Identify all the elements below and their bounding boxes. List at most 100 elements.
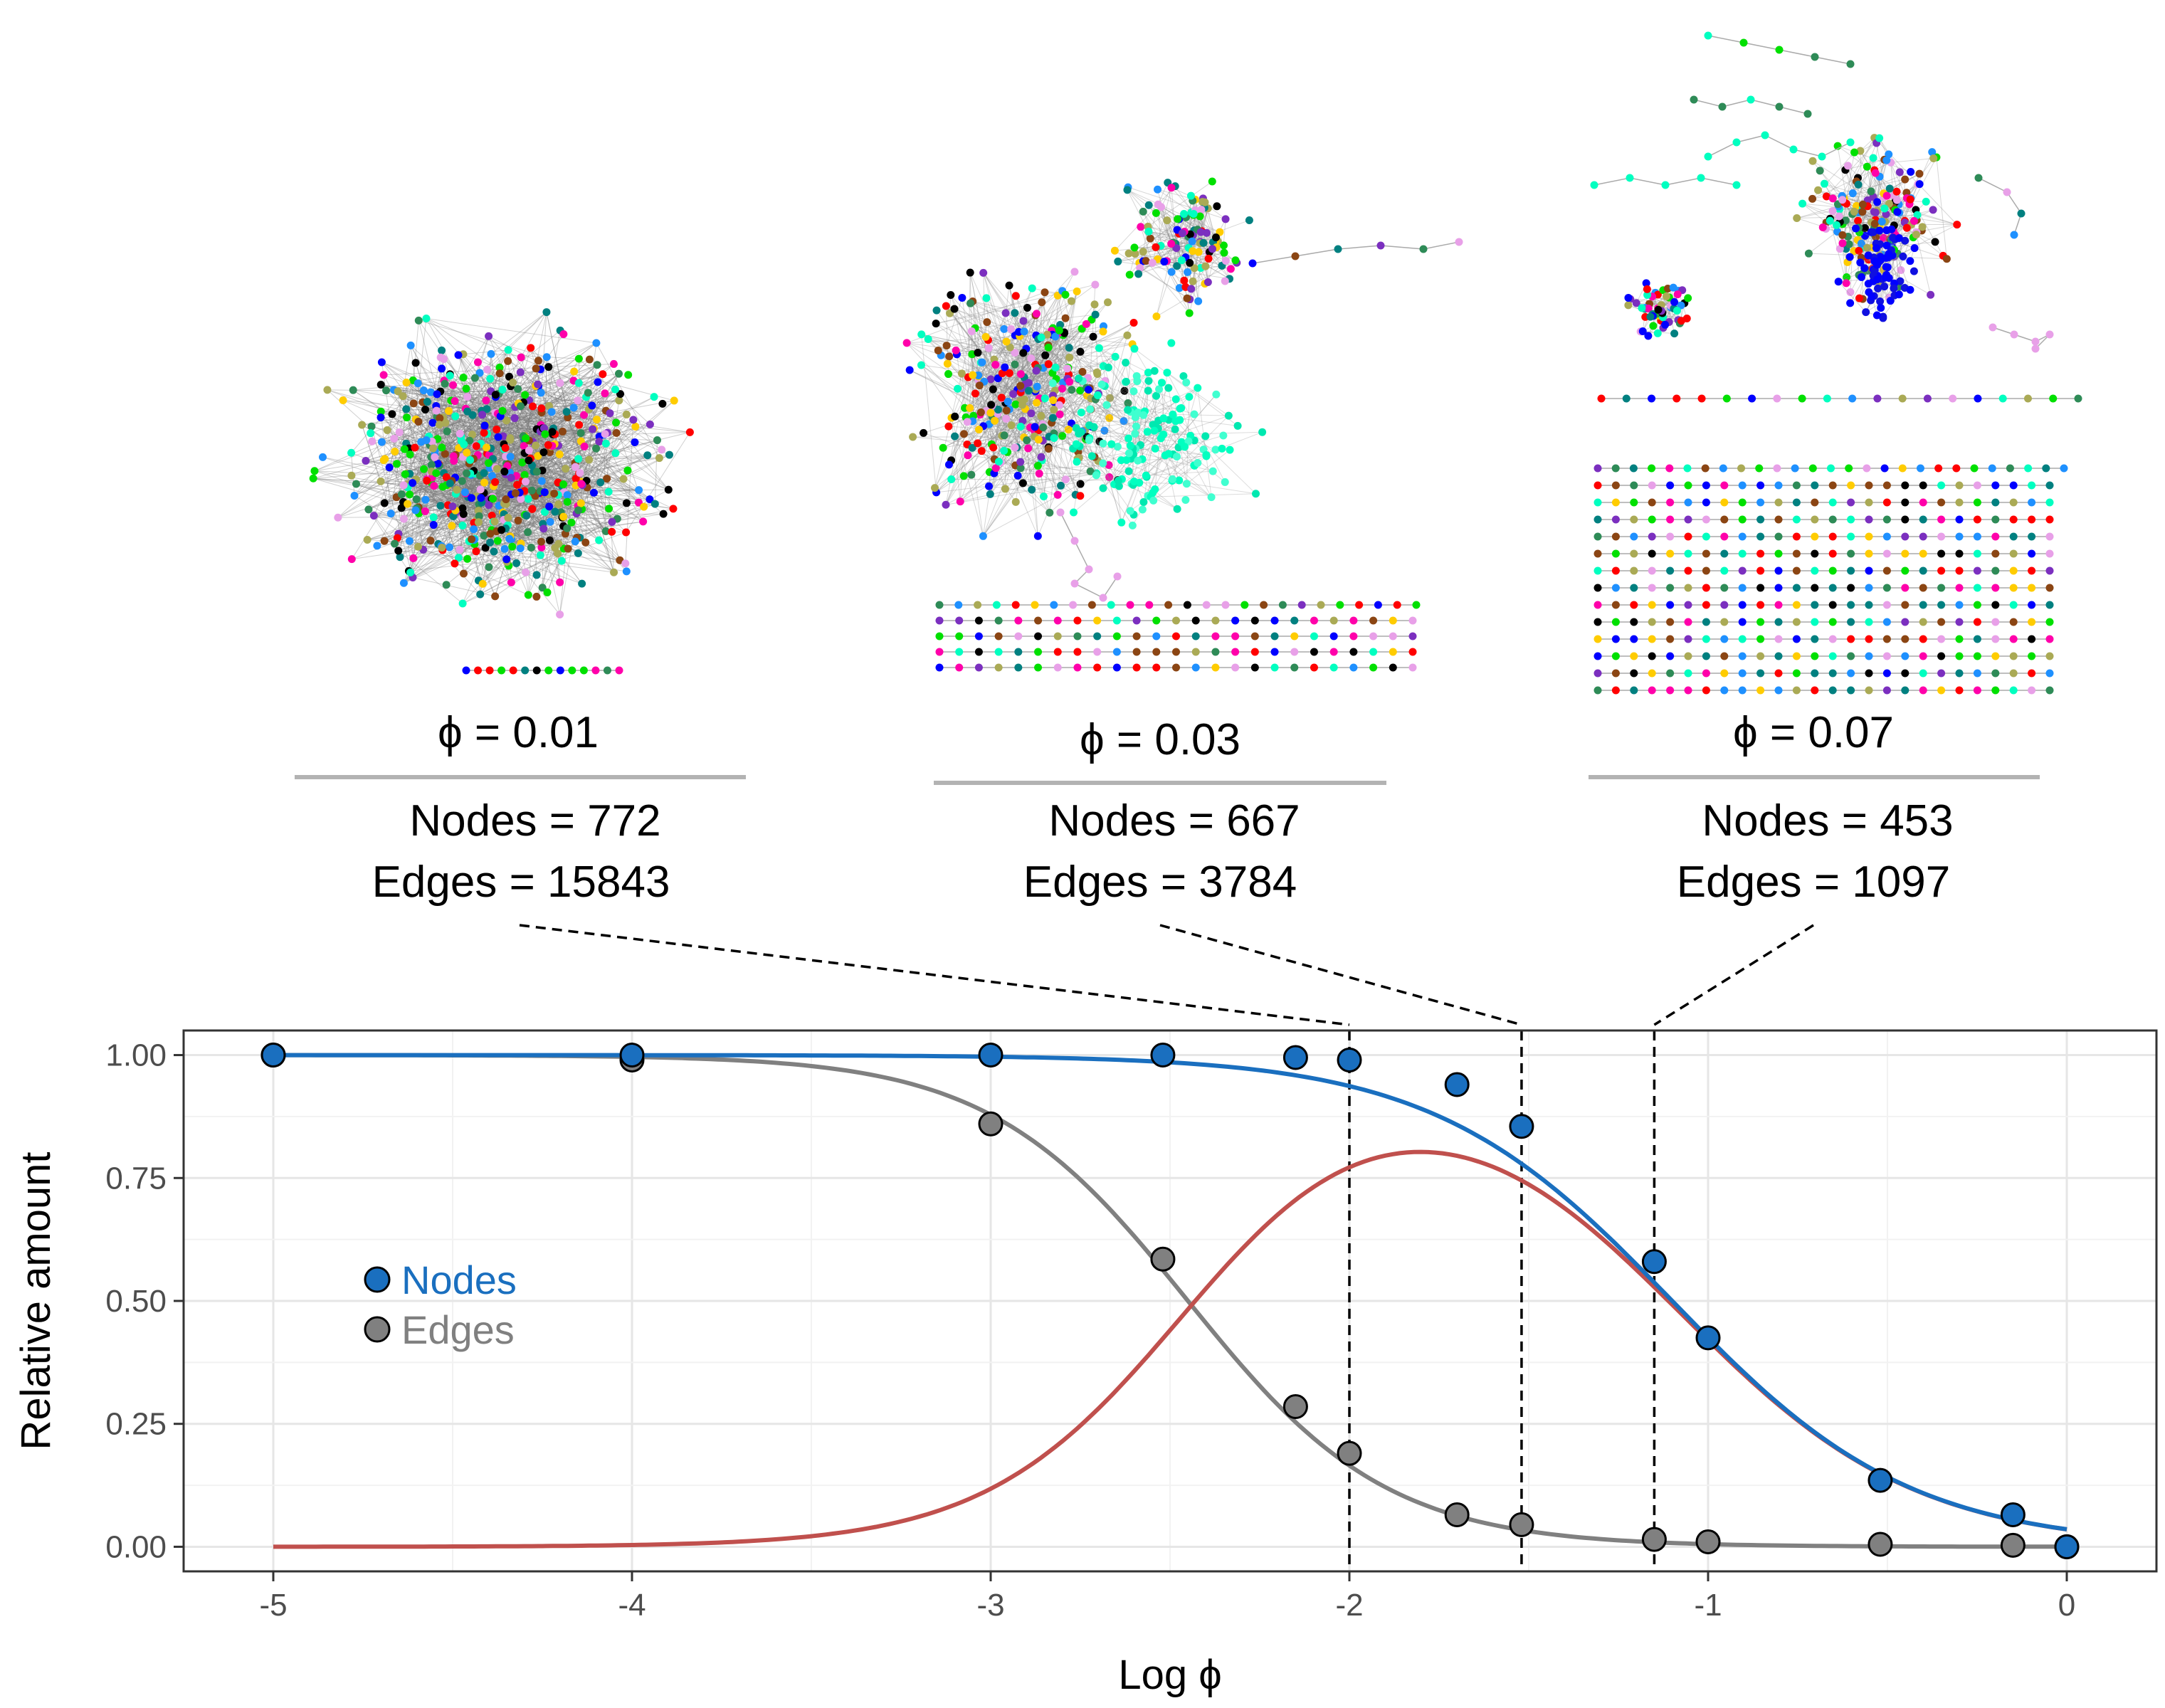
network-node bbox=[422, 436, 431, 445]
network-node bbox=[1937, 566, 1946, 575]
network-node bbox=[1670, 297, 1679, 306]
network-node bbox=[1702, 669, 1710, 678]
network-edge bbox=[907, 342, 978, 354]
network-node bbox=[1791, 464, 1799, 473]
network-node bbox=[1673, 394, 1681, 403]
network-node bbox=[1890, 284, 1898, 292]
network-edge bbox=[978, 331, 1019, 376]
network-node bbox=[2009, 549, 2018, 558]
network-node bbox=[1124, 406, 1132, 414]
network-edge bbox=[397, 396, 655, 539]
network-edge bbox=[486, 389, 518, 410]
network-node bbox=[1164, 601, 1173, 609]
network-node bbox=[1820, 179, 1828, 188]
network-node bbox=[1221, 215, 1230, 223]
network-node bbox=[1662, 292, 1670, 300]
network-node bbox=[470, 525, 478, 534]
network-node bbox=[591, 666, 600, 675]
network-node bbox=[1068, 386, 1076, 394]
network-edge bbox=[1023, 483, 1058, 495]
network-edge bbox=[936, 473, 1097, 493]
network-node bbox=[1702, 481, 1710, 490]
network-edge bbox=[934, 389, 994, 488]
network-node bbox=[1811, 515, 1819, 524]
network-node bbox=[399, 515, 408, 523]
network-node bbox=[1203, 278, 1212, 286]
network-node bbox=[935, 663, 944, 672]
network-edge bbox=[365, 460, 479, 512]
network-edge bbox=[354, 400, 578, 496]
network-node bbox=[1630, 635, 1638, 643]
network-node bbox=[596, 478, 605, 487]
network-node bbox=[429, 521, 438, 529]
network-node bbox=[1310, 648, 1318, 656]
network-node bbox=[1221, 601, 1230, 609]
network-node bbox=[511, 489, 520, 497]
network-edge bbox=[1093, 426, 1122, 523]
network-edge bbox=[1017, 333, 1065, 476]
network-node bbox=[601, 527, 610, 535]
network-edge bbox=[510, 431, 563, 473]
network-node bbox=[430, 482, 438, 490]
network-edge bbox=[490, 391, 541, 493]
network-node bbox=[1105, 460, 1113, 469]
network-edge bbox=[1138, 234, 1194, 275]
network-node bbox=[458, 477, 466, 485]
network-node bbox=[339, 396, 347, 405]
network-node bbox=[564, 544, 572, 553]
network-node bbox=[487, 349, 495, 358]
network-node bbox=[444, 406, 453, 415]
network-node bbox=[2045, 532, 2054, 541]
network-node bbox=[402, 405, 411, 413]
network-node bbox=[994, 616, 1003, 625]
network-node bbox=[2009, 566, 2018, 575]
network-edge bbox=[433, 448, 510, 566]
network-edge bbox=[426, 478, 459, 558]
network-node bbox=[1182, 378, 1191, 386]
network-edge bbox=[1134, 348, 1174, 415]
network-node bbox=[559, 330, 568, 339]
network-node bbox=[2028, 481, 2036, 490]
network-node bbox=[1683, 464, 1692, 473]
network-edge bbox=[1014, 312, 1106, 381]
network-node bbox=[1648, 481, 1656, 490]
network-node bbox=[1630, 532, 1638, 541]
network-edge bbox=[502, 389, 606, 532]
network-node bbox=[1648, 584, 1656, 592]
network-node bbox=[1973, 686, 1981, 695]
network-node bbox=[538, 584, 547, 592]
network-node bbox=[1937, 669, 1946, 678]
network-edge bbox=[1143, 421, 1176, 502]
network-node bbox=[2031, 337, 2040, 346]
network-edge bbox=[429, 443, 512, 583]
network-node bbox=[486, 374, 495, 383]
network-node bbox=[1847, 515, 1855, 524]
network-node bbox=[2028, 549, 2036, 558]
network-edge bbox=[486, 408, 609, 510]
network-node bbox=[451, 397, 459, 406]
network-node bbox=[1644, 332, 1653, 340]
network-node bbox=[646, 420, 654, 428]
network-node bbox=[376, 413, 385, 422]
network-node bbox=[1202, 450, 1211, 459]
network-node bbox=[1132, 422, 1140, 431]
network-edge bbox=[1181, 408, 1191, 436]
network-edge bbox=[406, 417, 455, 564]
network-edge bbox=[955, 349, 1054, 437]
network-node bbox=[546, 517, 554, 526]
network-node bbox=[522, 512, 531, 520]
network-node bbox=[1130, 243, 1139, 252]
network-node bbox=[1833, 221, 1841, 229]
network-node bbox=[1847, 601, 1855, 609]
network-node bbox=[1847, 481, 1855, 490]
network-node bbox=[588, 401, 596, 410]
network-edge bbox=[1852, 214, 1855, 251]
network-node bbox=[944, 370, 953, 379]
network-node bbox=[1882, 584, 1891, 592]
network-node bbox=[1847, 584, 1855, 592]
network-node bbox=[352, 480, 360, 488]
network-node bbox=[1183, 601, 1191, 609]
network-edge bbox=[469, 441, 475, 529]
network-node bbox=[402, 379, 411, 387]
network-node bbox=[539, 448, 548, 457]
